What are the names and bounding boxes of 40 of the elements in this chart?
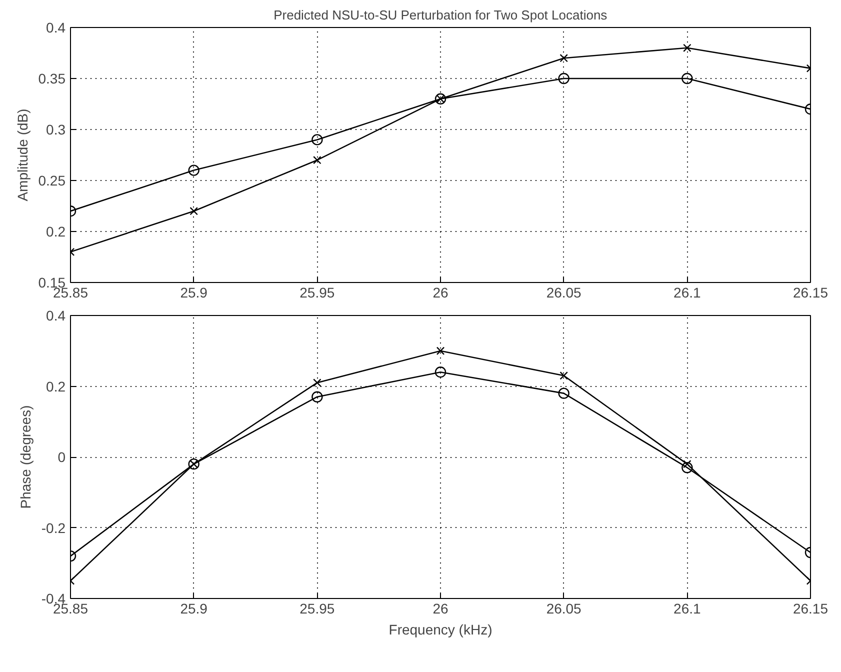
- x-tick-label: 26.05: [546, 600, 582, 616]
- x-tick-label: 25.9: [180, 284, 208, 300]
- x-tick-label: 26.1: [674, 284, 702, 300]
- x-tick-label: 26.05: [546, 284, 582, 300]
- y-tick-label: 0.2: [46, 378, 66, 394]
- x-tick-label: 26.1: [674, 600, 702, 616]
- point: [682, 72, 693, 84]
- y-tick-label: 0.3: [46, 122, 66, 138]
- point: [560, 54, 568, 62]
- y-axis-title: Amplitude (dB): [14, 108, 30, 202]
- x-tick-label: 26: [432, 284, 448, 300]
- point: [683, 44, 692, 52]
- y-tick-label: 0.2: [46, 224, 66, 240]
- x-tick-label: 25.95: [300, 284, 335, 300]
- point: [682, 462, 693, 474]
- point: [312, 134, 323, 146]
- x-tick-label: 25.9: [180, 600, 208, 616]
- point: [558, 72, 570, 84]
- point: [188, 164, 200, 176]
- x-tick-label: 26: [432, 600, 448, 616]
- point: [312, 391, 323, 402]
- point: [313, 156, 322, 164]
- point: [434, 366, 446, 378]
- x-tick-label: 25.95: [300, 600, 335, 616]
- y-tick-label: 0.25: [38, 172, 66, 188]
- y-tick-label: 0: [58, 449, 66, 465]
- point: [313, 378, 322, 387]
- y-tick-label: 0.4: [46, 308, 66, 324]
- point: [558, 388, 570, 399]
- point: [190, 206, 198, 216]
- y-tick-label: 0.35: [38, 70, 66, 86]
- chart-title: Predicted NSU-to-SU Perturbation for Two Spot Locations: [274, 8, 608, 22]
- y-axis-title: Phase (degrees): [17, 405, 34, 509]
- x-tick-label: 26.15: [792, 284, 828, 300]
- y-tick-label: 0.4: [46, 20, 66, 36]
- point: [560, 372, 568, 380]
- point: [436, 346, 445, 356]
- y-tick-label: -0.2: [41, 520, 66, 536]
- x-axis-title: Frequency (kHz): [388, 622, 492, 638]
- x-tick-label: 26.15: [792, 600, 828, 616]
